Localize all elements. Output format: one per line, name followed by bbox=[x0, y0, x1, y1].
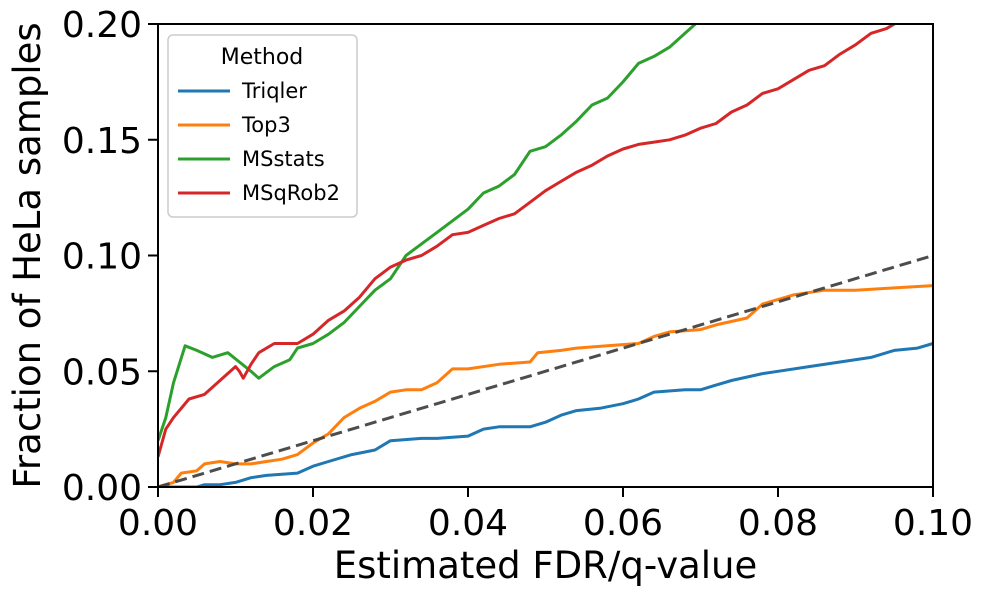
legend-label-top3: Top3 bbox=[241, 113, 291, 137]
legend-box bbox=[167, 34, 358, 218]
y-tick-label: 0.05 bbox=[62, 352, 142, 393]
series-line-triqler bbox=[158, 342, 933, 487]
x-tick-label: 0.10 bbox=[893, 503, 973, 544]
series-line-msqrob2 bbox=[158, 24, 898, 458]
legend-label-msstats: MSstats bbox=[242, 147, 325, 171]
legend-title: Method bbox=[221, 45, 304, 70]
y-tick-label: 0.00 bbox=[62, 468, 142, 509]
x-tick-label: 0.00 bbox=[118, 503, 198, 544]
series-line-msstats bbox=[158, 24, 698, 442]
ticks-layer: 0.00 0.02 0.04 0.06 0.08 0.10 0.00 0.05 0.10 0.15… bbox=[62, 5, 973, 544]
y-axis-label: Fraction of HeLa samples bbox=[6, 22, 49, 488]
x-tick-label: 0.06 bbox=[583, 503, 663, 544]
series-layer bbox=[158, 24, 933, 487]
series-line-top3 bbox=[158, 284, 933, 487]
reference-diagonal-line bbox=[158, 254, 933, 487]
y-tick-label: 0.10 bbox=[62, 237, 142, 278]
x-axis-label: Estimated FDR/q-value bbox=[334, 544, 758, 587]
legend-label-triqler: Triqler bbox=[241, 79, 307, 103]
y-tick-label: 0.20 bbox=[62, 5, 142, 46]
x-tick-label: 0.02 bbox=[273, 503, 353, 544]
y-tick-label: 0.15 bbox=[62, 121, 142, 162]
x-tick-label: 0.08 bbox=[738, 503, 818, 544]
x-tick-label: 0.04 bbox=[428, 503, 508, 544]
legend: Method Triqler Top3 MSstats MSqRob2 bbox=[167, 34, 358, 218]
legend-label-msqrob2: MSqRob2 bbox=[242, 181, 340, 205]
